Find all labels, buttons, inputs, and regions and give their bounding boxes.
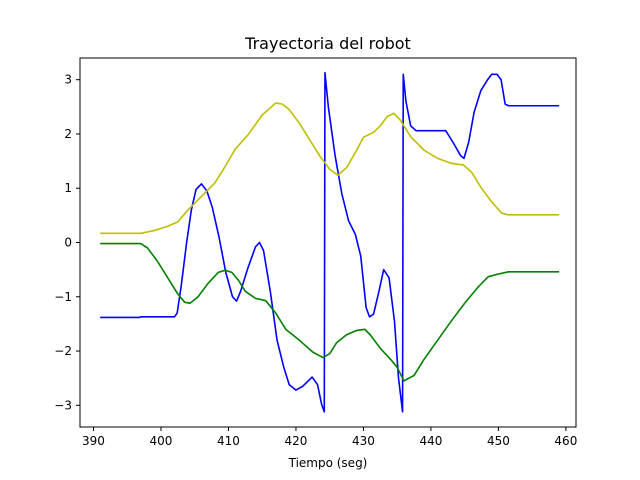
ticks-layer: 390 400 410 420 430 440 450 460 −3 −2 −1 0 1 2 3 — [54, 73, 577, 448]
y-tick-label: 3 — [64, 73, 72, 87]
y-tick-label: 0 — [64, 236, 72, 250]
chart-title: Trayectoria del robot — [244, 34, 411, 53]
series-layer — [100, 71, 560, 413]
x-axis-label: Tiempo (seg) — [288, 456, 368, 470]
x-tick-label: 430 — [352, 434, 375, 448]
series-line-1 — [100, 71, 560, 413]
y-tick-label: −1 — [54, 290, 72, 304]
x-tick-label: 410 — [217, 434, 240, 448]
x-tick-label: 460 — [554, 434, 577, 448]
x-tick-label: 390 — [82, 434, 105, 448]
y-tick-label: 1 — [64, 181, 72, 195]
y-tick-label: −2 — [54, 344, 72, 358]
x-tick-label: 420 — [284, 434, 307, 448]
x-tick-label: 440 — [419, 434, 442, 448]
series-line-3 — [100, 242, 560, 382]
series-line-2 — [100, 102, 560, 235]
x-tick-label: 400 — [150, 434, 173, 448]
plot-frame — [79, 57, 577, 428]
y-tick-label: 2 — [64, 127, 72, 141]
y-tick-label: −3 — [54, 398, 72, 412]
x-tick-label: 450 — [487, 434, 510, 448]
